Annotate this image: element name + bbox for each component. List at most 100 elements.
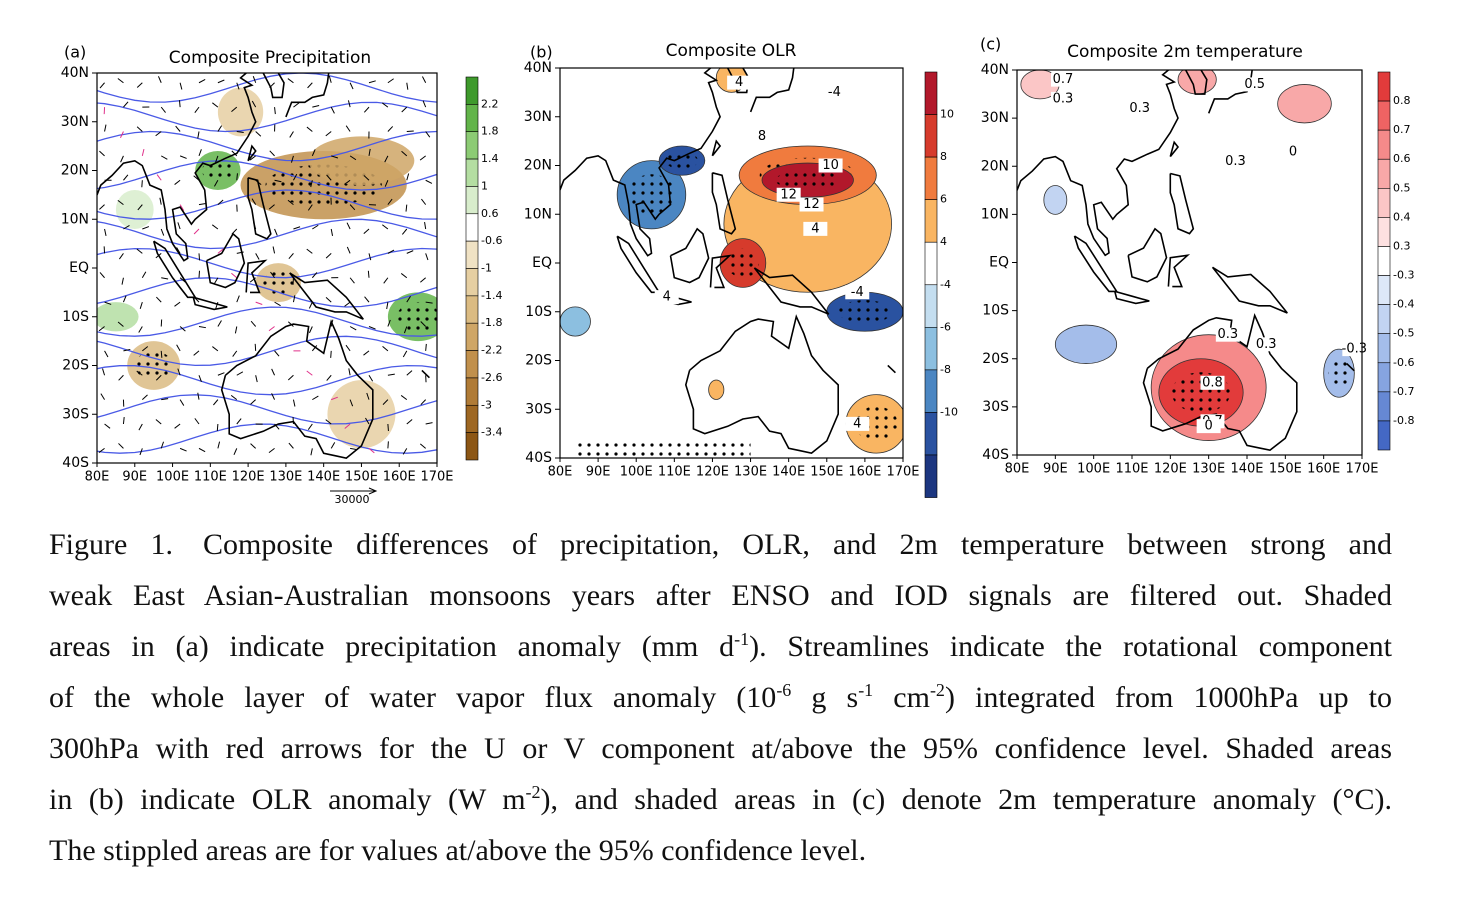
caption-text: cm <box>873 681 930 714</box>
vector <box>368 447 375 454</box>
vector <box>174 423 181 429</box>
vector <box>198 149 202 157</box>
caption-line: The stippled areas are for values at/abo… <box>49 825 1392 876</box>
vector <box>421 198 427 205</box>
vector <box>232 350 238 357</box>
contour-label: 0.3 <box>1217 327 1238 342</box>
vector <box>287 78 294 84</box>
vector <box>288 253 294 259</box>
shading <box>97 302 139 332</box>
shading <box>308 136 415 186</box>
vector <box>98 326 105 332</box>
contour-label: 4 <box>735 75 743 90</box>
vector <box>139 301 143 309</box>
vector <box>293 173 298 181</box>
lat-label: 20S <box>982 351 1009 367</box>
vector <box>349 155 357 161</box>
coastline <box>1169 140 1180 158</box>
shading <box>1277 84 1332 124</box>
vector <box>311 272 318 279</box>
colorbar-box <box>924 71 938 115</box>
colorbar-box <box>1377 100 1391 131</box>
coastline <box>245 259 268 294</box>
vector <box>155 374 162 381</box>
vector <box>198 326 206 329</box>
colorbar-box <box>1377 333 1391 364</box>
lat-label: 40S <box>525 450 552 466</box>
colorbar-label: -10 <box>940 405 958 418</box>
vector <box>400 273 408 279</box>
coastline <box>247 177 272 240</box>
vector <box>198 447 206 453</box>
vector <box>161 398 169 401</box>
lat-label: 10S <box>62 309 89 325</box>
caption-text: areas in (a) indicate precipitation anom… <box>49 630 735 663</box>
coastline <box>887 364 896 374</box>
vector <box>177 222 181 230</box>
lat-label: 10N <box>61 211 89 227</box>
contour-label-bg <box>1051 91 1075 106</box>
colorbar-label: 0.7 <box>1393 123 1411 136</box>
coastline <box>1017 70 1179 257</box>
colorbar-box <box>1377 71 1391 102</box>
vector <box>325 419 332 425</box>
vector <box>425 131 431 138</box>
colorbar-box <box>924 199 938 243</box>
colorbar-label: -0.7 <box>1393 385 1414 398</box>
coastline <box>445 439 453 449</box>
vector <box>138 423 143 431</box>
coastline <box>1167 254 1191 288</box>
vector <box>387 373 395 376</box>
map <box>1017 70 1355 452</box>
vector <box>330 106 335 114</box>
vector <box>368 253 372 261</box>
vector <box>368 326 376 330</box>
vector <box>287 374 294 381</box>
panel: 0.7 0.5 0.3 0.3 0.3 0.3 0.8 0.7 0.3 0 0 -0.3 (c) Comp… <box>980 35 1414 477</box>
colorbar-label: -0.4 <box>1393 298 1414 311</box>
vector <box>178 100 181 108</box>
vector <box>236 295 240 303</box>
colorbar-box <box>1377 420 1391 451</box>
vector <box>269 150 275 157</box>
coastline <box>1073 235 1119 293</box>
vector <box>425 179 433 184</box>
lon-label: 160E <box>1307 462 1340 477</box>
vector <box>419 443 426 449</box>
coastline <box>152 240 197 299</box>
coastline <box>669 227 710 284</box>
lon-label: 100E <box>620 465 653 480</box>
vector <box>331 396 338 401</box>
contour-label: 0.3 <box>1053 91 1074 106</box>
vector <box>137 204 143 211</box>
vector <box>99 82 105 89</box>
lat-label: 20S <box>62 358 89 374</box>
colorbar-label: -3.4 <box>481 426 502 439</box>
vector <box>363 228 370 235</box>
vector <box>104 350 109 358</box>
coastline <box>911 434 919 444</box>
vector <box>363 106 370 113</box>
colorbar-box <box>1377 391 1391 422</box>
vector <box>268 326 275 332</box>
lat-label: EQ <box>989 255 1009 271</box>
colorbar-box <box>465 377 479 406</box>
streamline <box>97 160 437 191</box>
vector <box>292 399 296 407</box>
colorbar-box <box>924 241 938 286</box>
colorbar-label: 1.4 <box>481 152 499 165</box>
lon-label: 120E <box>696 465 729 480</box>
vector <box>159 197 162 205</box>
colorbar-box <box>924 114 938 158</box>
vector <box>363 175 370 181</box>
contour-label: 0.8 <box>1202 375 1223 390</box>
vector <box>176 247 181 254</box>
vector <box>331 155 339 159</box>
coastline <box>205 232 246 289</box>
caption-text: ), and shaded areas in (c) denote 2m tem… <box>540 783 1392 816</box>
coastline <box>616 235 661 294</box>
vector <box>401 106 408 113</box>
shading <box>217 87 264 137</box>
coastline <box>1127 227 1168 283</box>
vector <box>117 78 124 84</box>
